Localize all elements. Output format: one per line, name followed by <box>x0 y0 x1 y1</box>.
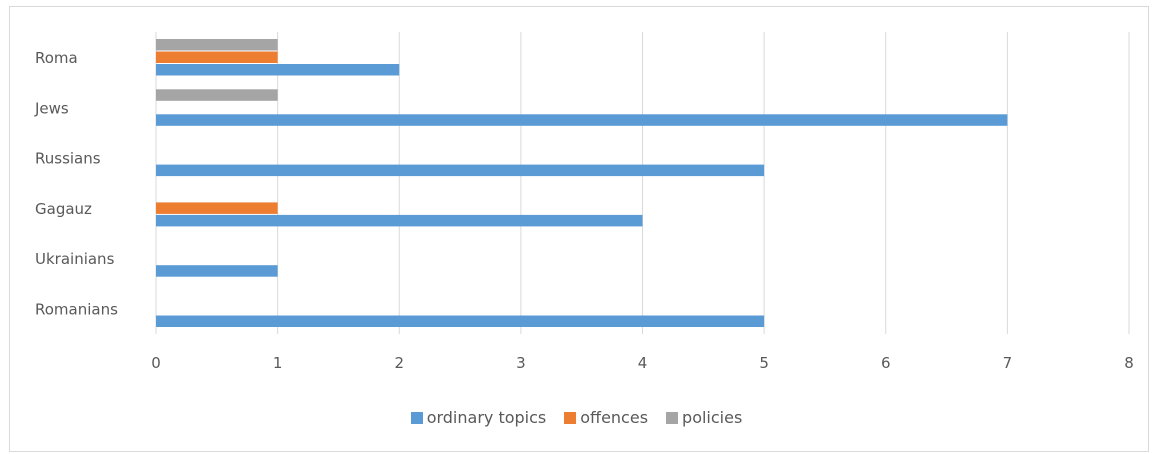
x-tick-label: 5 <box>759 354 769 372</box>
bar-offences <box>156 51 278 63</box>
bar-policies <box>156 39 278 51</box>
legend-label: ordinary topics <box>426 408 547 427</box>
x-tick-label: 6 <box>881 354 891 372</box>
bar-ordinary-topics <box>156 265 278 277</box>
category-label: Jews <box>34 99 69 117</box>
category-label: Romanians <box>35 301 118 319</box>
x-tick-label: 3 <box>516 354 526 372</box>
legend-item: policies <box>666 408 742 427</box>
x-tick-label: 2 <box>394 354 404 372</box>
bar-ordinary-topics <box>156 64 400 76</box>
chart-frame <box>9 6 1149 452</box>
bar-ordinary-topics <box>156 214 643 227</box>
x-tick-label: 4 <box>638 354 648 372</box>
bar-policies <box>156 89 278 101</box>
legend-item: offences <box>564 408 648 427</box>
category-label: Ukrainians <box>35 250 115 268</box>
legend-label: offences <box>580 408 649 427</box>
bar-ordinary-topics <box>156 315 765 327</box>
x-tick-label: 8 <box>1124 354 1134 372</box>
legend-item: ordinary topics <box>410 408 547 427</box>
x-tick-label: 0 <box>151 354 161 372</box>
bar-ordinary-topics <box>156 164 765 177</box>
x-tick-label: 7 <box>1003 354 1013 372</box>
legend-swatch <box>564 411 577 424</box>
x-tick-label: 1 <box>273 354 283 372</box>
legend-swatch <box>666 411 679 424</box>
bar-offences <box>156 202 278 214</box>
legend-swatch <box>410 411 423 424</box>
legend: ordinary topics offences policies <box>0 408 1153 427</box>
category-label: Roma <box>35 49 78 67</box>
bar-ordinary-topics <box>156 114 1008 126</box>
category-label: Russians <box>35 150 101 168</box>
category-label: Gagauz <box>35 200 92 218</box>
legend-label: policies <box>682 408 743 427</box>
